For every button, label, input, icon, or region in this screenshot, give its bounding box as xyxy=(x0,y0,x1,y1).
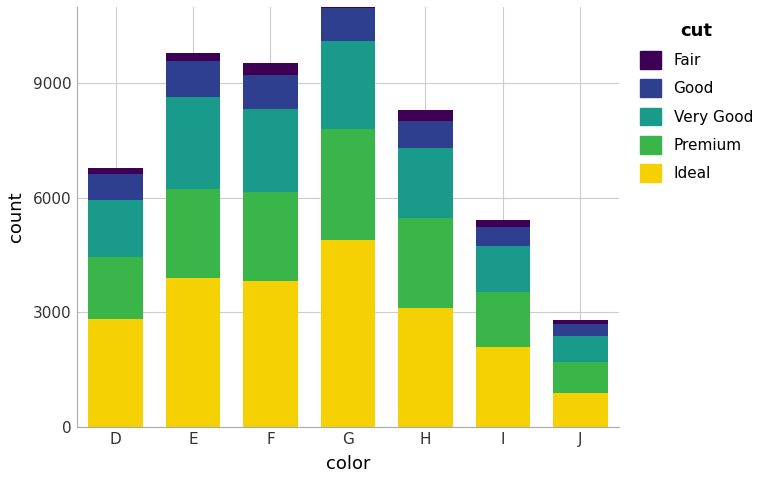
Bar xyxy=(476,347,530,427)
Bar xyxy=(88,174,143,200)
Bar xyxy=(553,393,607,427)
Legend: Fair, Good, Very Good, Premium, Ideal: Fair, Good, Very Good, Premium, Ideal xyxy=(632,14,760,190)
Bar xyxy=(399,110,452,121)
Bar xyxy=(399,218,452,308)
Bar xyxy=(399,148,452,218)
Bar xyxy=(321,129,375,240)
Bar xyxy=(399,308,452,427)
Bar xyxy=(399,121,452,148)
Bar xyxy=(88,257,143,319)
Bar xyxy=(553,324,607,336)
Bar xyxy=(321,41,375,129)
Bar xyxy=(553,320,607,324)
Bar xyxy=(166,97,220,189)
Bar xyxy=(243,281,298,427)
Bar xyxy=(476,227,530,247)
Bar xyxy=(88,319,143,427)
Bar xyxy=(166,61,220,97)
Bar xyxy=(166,278,220,427)
X-axis label: color: color xyxy=(326,455,370,473)
Bar xyxy=(243,74,298,109)
Bar xyxy=(243,109,298,192)
Bar xyxy=(321,0,375,8)
Bar xyxy=(553,336,607,362)
Bar xyxy=(166,189,220,278)
Bar xyxy=(321,240,375,427)
Bar xyxy=(476,220,530,227)
Bar xyxy=(476,292,530,347)
Bar xyxy=(553,362,607,393)
Bar xyxy=(243,62,298,74)
Bar xyxy=(88,200,143,257)
Y-axis label: count: count xyxy=(7,192,25,242)
Bar xyxy=(243,192,298,281)
Bar xyxy=(321,8,375,41)
Bar xyxy=(476,247,530,292)
Bar xyxy=(166,53,220,61)
Bar xyxy=(88,168,143,174)
